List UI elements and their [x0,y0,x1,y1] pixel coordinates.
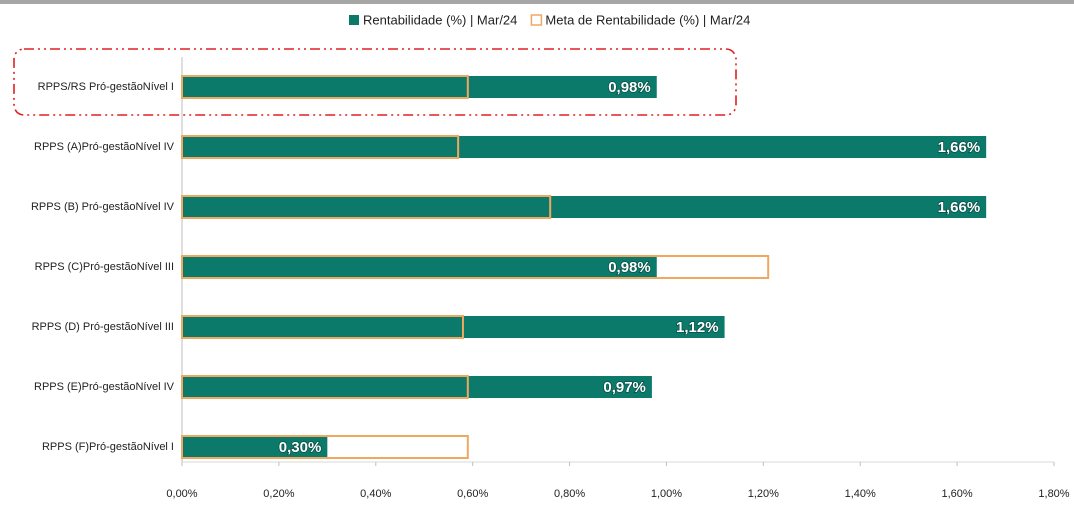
meta-bar [181,255,770,279]
meta-bar [181,315,464,339]
bar [182,256,657,278]
y-tick-label: RPPS (D) Pró-gestãoNível III [32,321,174,333]
y-tick-label: RPPS (B) Pró-gestãoNível IV [31,201,175,213]
top-border [0,0,1074,4]
x-tick-label: 1,00% [651,488,682,500]
legend-label: Meta de Rentabilidade (%) | Mar/24 [545,12,750,27]
bar [182,76,657,98]
meta-bar [181,195,552,219]
value-label: 1,66% [938,139,981,156]
meta-bar [181,435,469,459]
meta-bar [181,135,460,159]
x-tick-label: 0,80% [554,488,585,500]
x-tick-label: 0,60% [457,488,488,500]
x-tick-label: 1,60% [942,488,973,500]
x-tick-label: 0,00% [166,488,197,500]
y-tick-label: RPPS (E)Pró-gestãoNível IV [34,381,175,393]
value-label: 1,12% [676,319,719,336]
y-tick-label: RPPS/RS Pró-gestãoNível I [38,81,174,93]
x-tick-label: 1,80% [1038,488,1069,500]
bar [182,376,652,398]
bar [182,436,328,458]
legend-swatch [349,15,359,25]
value-label: 0,98% [608,79,651,96]
bar [182,316,725,338]
x-tick-label: 1,40% [845,488,876,500]
x-tick-label: 1,20% [748,488,779,500]
y-tick-label: RPPS (C)Pró-gestãoNível III [35,261,174,273]
value-label: 1,66% [938,199,981,216]
meta-bar [181,375,469,399]
bar [182,196,987,218]
bar [182,136,987,158]
x-tick-label: 0,40% [360,488,391,500]
y-tick-label: RPPS (A)Pró-gestãoNível IV [34,141,175,153]
x-tick-label: 0,20% [263,488,294,500]
value-label: 0,98% [608,259,651,276]
value-label: 0,30% [279,439,322,456]
value-label: 0,97% [603,379,646,396]
legend-swatch [530,14,543,26]
legend-label: Rentabilidade (%) | Mar/24 [363,12,517,27]
y-tick-label: RPPS (F)Pró-gestãoNível I [42,441,174,453]
meta-bar [181,75,469,99]
